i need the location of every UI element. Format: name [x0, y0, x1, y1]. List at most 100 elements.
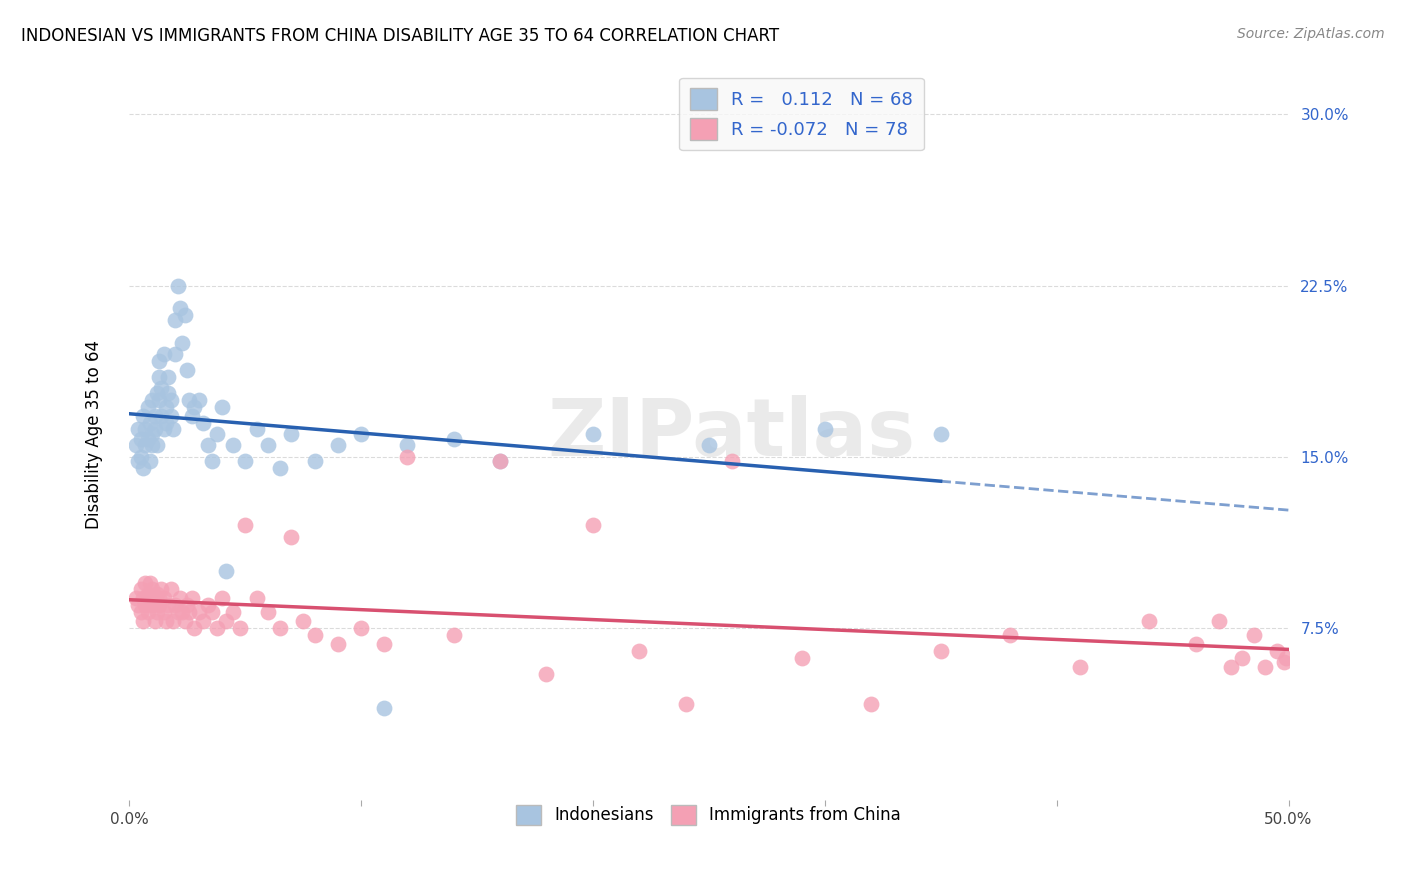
Point — [628, 644, 651, 658]
Point — [132, 461, 155, 475]
Point — [205, 621, 228, 635]
Point — [148, 591, 170, 606]
Point — [582, 518, 605, 533]
Point — [304, 628, 326, 642]
Legend: Indonesians, Immigrants from China: Indonesians, Immigrants from China — [506, 795, 911, 835]
Point — [141, 582, 163, 597]
Point — [148, 392, 170, 407]
Point — [136, 605, 159, 619]
Point — [1069, 660, 1091, 674]
Point — [1275, 651, 1298, 665]
Point — [129, 450, 152, 464]
Point — [152, 347, 174, 361]
Point — [136, 400, 159, 414]
Point — [280, 530, 302, 544]
Point — [129, 582, 152, 597]
Point — [179, 605, 201, 619]
Point — [139, 416, 162, 430]
Point — [197, 438, 219, 452]
Point — [172, 335, 194, 350]
Point — [132, 409, 155, 423]
Point — [193, 416, 215, 430]
Point — [326, 637, 349, 651]
Point — [929, 644, 952, 658]
Point — [443, 628, 465, 642]
Point — [155, 615, 177, 629]
Point — [350, 427, 373, 442]
Point — [443, 432, 465, 446]
Point — [373, 701, 395, 715]
Point — [176, 363, 198, 377]
Text: ZIPatlas: ZIPatlas — [548, 395, 917, 473]
Point — [582, 427, 605, 442]
Point — [157, 370, 180, 384]
Point — [1254, 660, 1277, 674]
Point — [257, 605, 280, 619]
Point — [134, 599, 156, 613]
Point — [229, 621, 252, 635]
Point — [304, 454, 326, 468]
Point — [152, 591, 174, 606]
Point — [150, 582, 173, 597]
Point — [141, 427, 163, 442]
Point — [814, 422, 837, 436]
Point — [136, 432, 159, 446]
Point — [929, 427, 952, 442]
Point — [150, 409, 173, 423]
Point — [152, 605, 174, 619]
Point — [1272, 656, 1295, 670]
Point — [233, 454, 256, 468]
Point — [157, 599, 180, 613]
Point — [269, 621, 291, 635]
Point — [245, 591, 267, 606]
Point — [215, 564, 238, 578]
Point — [222, 605, 245, 619]
Point — [215, 615, 238, 629]
Point — [139, 575, 162, 590]
Point — [127, 422, 149, 436]
Point — [1243, 628, 1265, 642]
Point — [169, 301, 191, 316]
Point — [373, 637, 395, 651]
Point — [183, 400, 205, 414]
Point — [291, 615, 314, 629]
Point — [159, 582, 181, 597]
Point — [790, 651, 813, 665]
Point — [148, 370, 170, 384]
Point — [211, 400, 233, 414]
Point — [489, 454, 512, 468]
Point — [1230, 651, 1253, 665]
Point — [134, 422, 156, 436]
Point — [489, 454, 512, 468]
Point — [180, 591, 202, 606]
Point — [233, 518, 256, 533]
Point — [1265, 644, 1288, 658]
Point — [150, 381, 173, 395]
Point — [1000, 628, 1022, 642]
Point — [129, 432, 152, 446]
Point — [173, 308, 195, 322]
Point — [173, 615, 195, 629]
Point — [183, 621, 205, 635]
Point — [222, 438, 245, 452]
Point — [326, 438, 349, 452]
Point — [143, 422, 166, 436]
Point — [187, 605, 209, 619]
Point — [1137, 615, 1160, 629]
Point — [157, 385, 180, 400]
Point — [193, 615, 215, 629]
Point — [165, 599, 187, 613]
Point — [134, 438, 156, 452]
Point — [536, 666, 558, 681]
Point — [1208, 615, 1230, 629]
Point — [146, 587, 169, 601]
Point — [134, 575, 156, 590]
Point — [155, 416, 177, 430]
Point — [132, 591, 155, 606]
Point — [860, 697, 883, 711]
Point — [143, 591, 166, 606]
Point — [257, 438, 280, 452]
Point — [197, 599, 219, 613]
Point — [211, 591, 233, 606]
Point — [146, 438, 169, 452]
